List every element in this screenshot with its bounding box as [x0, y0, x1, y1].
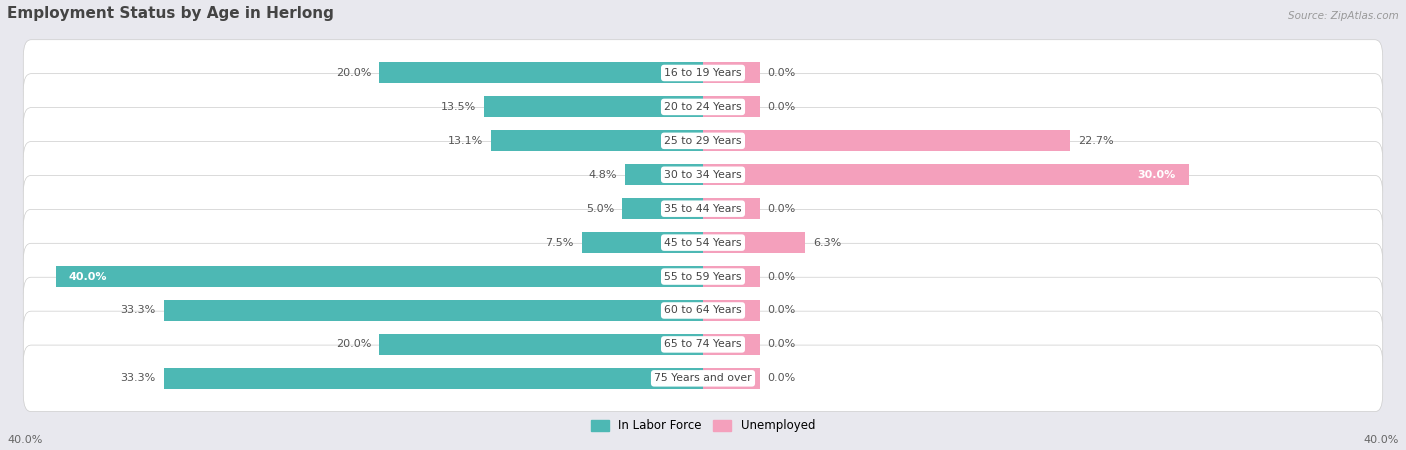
Text: 60 to 64 Years: 60 to 64 Years: [664, 306, 742, 315]
FancyBboxPatch shape: [24, 176, 1382, 242]
Text: 30.0%: 30.0%: [1137, 170, 1175, 180]
Bar: [380, 63, 703, 84]
Bar: [703, 334, 759, 355]
Text: 13.1%: 13.1%: [447, 136, 482, 146]
Text: 40.0%: 40.0%: [1364, 435, 1399, 445]
Bar: [165, 300, 703, 321]
Bar: [703, 63, 759, 84]
Text: 65 to 74 Years: 65 to 74 Years: [664, 339, 742, 349]
FancyBboxPatch shape: [24, 74, 1382, 140]
Bar: [703, 130, 1070, 151]
Bar: [626, 164, 703, 185]
Text: 20 to 24 Years: 20 to 24 Years: [664, 102, 742, 112]
Text: 33.3%: 33.3%: [121, 306, 156, 315]
Bar: [703, 368, 759, 389]
Legend: In Labor Force, Unemployed: In Labor Force, Unemployed: [586, 414, 820, 437]
Bar: [380, 334, 703, 355]
Text: 0.0%: 0.0%: [768, 271, 796, 282]
Bar: [703, 164, 1188, 185]
Text: 33.3%: 33.3%: [121, 374, 156, 383]
Bar: [582, 232, 703, 253]
Text: 0.0%: 0.0%: [768, 339, 796, 349]
Text: Employment Status by Age in Herlong: Employment Status by Age in Herlong: [7, 6, 333, 21]
Text: 25 to 29 Years: 25 to 29 Years: [664, 136, 742, 146]
Bar: [703, 198, 759, 219]
FancyBboxPatch shape: [24, 108, 1382, 174]
FancyBboxPatch shape: [24, 40, 1382, 106]
Bar: [703, 96, 759, 117]
Text: 13.5%: 13.5%: [441, 102, 477, 112]
FancyBboxPatch shape: [24, 141, 1382, 208]
Text: 5.0%: 5.0%: [586, 204, 614, 214]
Text: 0.0%: 0.0%: [768, 204, 796, 214]
Text: 35 to 44 Years: 35 to 44 Years: [664, 204, 742, 214]
Text: 20.0%: 20.0%: [336, 339, 371, 349]
Bar: [55, 266, 703, 287]
Bar: [703, 300, 759, 321]
Text: 40.0%: 40.0%: [7, 435, 42, 445]
FancyBboxPatch shape: [24, 243, 1382, 310]
Text: 6.3%: 6.3%: [813, 238, 841, 248]
FancyBboxPatch shape: [24, 277, 1382, 344]
Text: 75 Years and over: 75 Years and over: [654, 374, 752, 383]
FancyBboxPatch shape: [24, 345, 1382, 412]
Text: 0.0%: 0.0%: [768, 374, 796, 383]
Text: 0.0%: 0.0%: [768, 68, 796, 78]
Text: 22.7%: 22.7%: [1078, 136, 1114, 146]
FancyBboxPatch shape: [24, 209, 1382, 276]
Text: 7.5%: 7.5%: [546, 238, 574, 248]
Text: 20.0%: 20.0%: [336, 68, 371, 78]
Bar: [621, 198, 703, 219]
Text: 16 to 19 Years: 16 to 19 Years: [664, 68, 742, 78]
Text: 40.0%: 40.0%: [69, 271, 107, 282]
Bar: [703, 266, 759, 287]
Text: 30 to 34 Years: 30 to 34 Years: [664, 170, 742, 180]
Text: 45 to 54 Years: 45 to 54 Years: [664, 238, 742, 248]
Bar: [491, 130, 703, 151]
Text: Source: ZipAtlas.com: Source: ZipAtlas.com: [1288, 11, 1399, 21]
FancyBboxPatch shape: [24, 311, 1382, 378]
Text: 0.0%: 0.0%: [768, 306, 796, 315]
Bar: [703, 232, 806, 253]
Bar: [165, 368, 703, 389]
Text: 55 to 59 Years: 55 to 59 Years: [664, 271, 742, 282]
Text: 0.0%: 0.0%: [768, 102, 796, 112]
Text: 4.8%: 4.8%: [589, 170, 617, 180]
Bar: [485, 96, 703, 117]
